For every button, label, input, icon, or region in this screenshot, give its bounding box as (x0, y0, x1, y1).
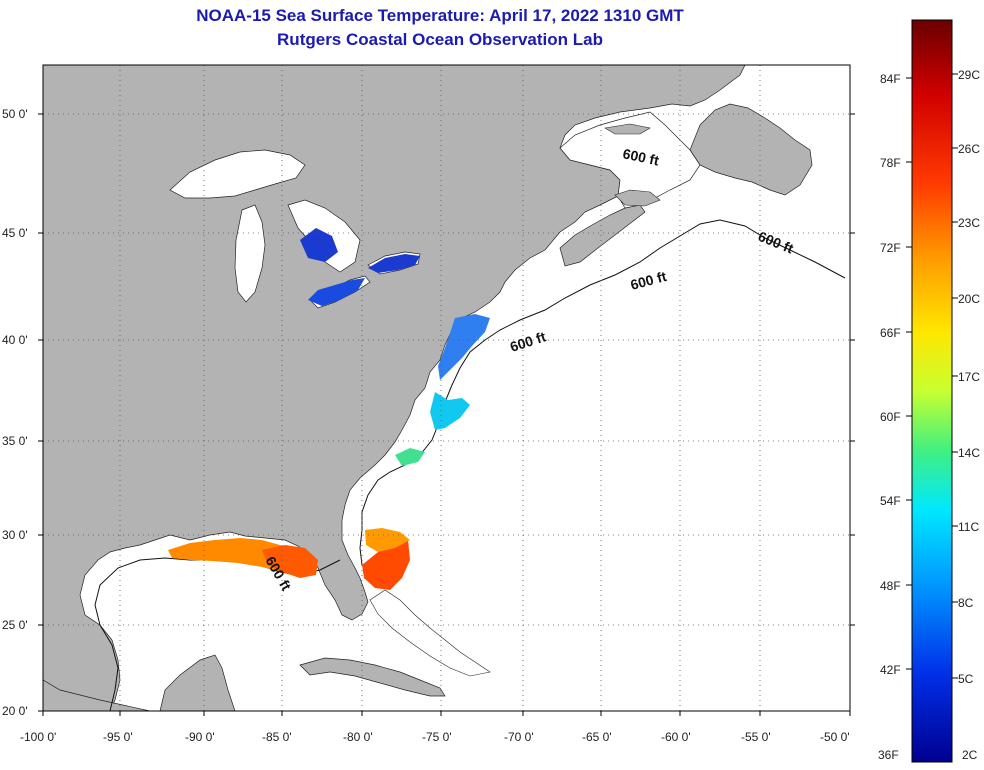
lon-tick-label: -80 0' (343, 730, 373, 744)
sst-lake-erie (368, 254, 420, 273)
lat-tick-label: 45 0' (2, 226, 28, 240)
lon-tick-label: -65 0' (582, 730, 612, 744)
lon-tick-label: -90 0' (185, 730, 215, 744)
land-cuba (299, 657, 446, 697)
isobath-label-1: 600 ft (621, 145, 660, 168)
sst-virginia (430, 392, 470, 430)
map-subtitle: Rutgers Coastal Ocean Observation Lab (277, 30, 603, 49)
colorbar-f-label: 54F (880, 494, 901, 508)
lon-tick-label: -85 0' (262, 730, 292, 744)
colorbar-c-label: 2C (962, 748, 978, 762)
map-title: NOAA-15 Sea Surface Temperature: April 1… (196, 6, 684, 25)
lat-tick-label: 20 0' (2, 704, 28, 718)
land-anticosti (604, 123, 651, 135)
sst-gulf-west (168, 538, 305, 575)
lon-tick-label: -75 0' (422, 730, 452, 744)
colorbar-c-label: 29C (958, 68, 981, 82)
lat-tick-label: 40 0' (2, 333, 28, 347)
lat-tick-label: 25 0' (2, 618, 28, 632)
lon-tick-label: -70 0' (504, 730, 534, 744)
sst-florida-straits (362, 540, 410, 590)
land-newfoundland (689, 103, 813, 196)
land-pei (614, 189, 661, 207)
colorbar-c-label: 8C (958, 596, 974, 610)
colorbar (911, 19, 953, 763)
sst-florida-northeast (365, 528, 410, 552)
colorbar-f-label: 78F (880, 156, 901, 170)
lon-tick-label: -50 0' (820, 730, 850, 744)
tick-marks (38, 113, 855, 716)
lat-tick-label: 35 0' (2, 434, 28, 448)
sst-gulf-east (262, 545, 318, 578)
colorbar-f-label: 60F (880, 410, 901, 424)
colorbar-f-label: 42F (880, 663, 901, 677)
colorbar-c-label: 5C (958, 672, 974, 686)
colorbar-c-label: 20C (958, 292, 981, 306)
sst-carolina (395, 448, 425, 466)
colorbar-f-label: 84F (880, 72, 901, 86)
sst-mid-atlantic (438, 314, 490, 380)
bahamas-outline (369, 589, 491, 677)
colorbar-ticks (906, 73, 958, 679)
isobath-gulf-line (94, 557, 341, 712)
colorbar-f-label: 72F (880, 241, 901, 255)
map-frame (42, 64, 851, 712)
lake-michigan (234, 204, 266, 303)
colorbar-c-label: 14C (958, 446, 981, 460)
sst-lake-michigan (308, 278, 365, 306)
colorbar-f-label: 36F (878, 748, 899, 762)
colorbar-c-label: 26C (958, 142, 981, 156)
colorbar-f-label: 48F (880, 579, 901, 593)
lat-tick-label: 30 0' (2, 528, 28, 542)
colorbar-c-label: 23C (958, 216, 981, 230)
colorbar-c-label: 11C (958, 520, 980, 534)
isobath-line (359, 219, 846, 566)
lon-tick-label: -55 0' (741, 730, 771, 744)
land-nova-scotia (559, 204, 646, 267)
sst-lake-huron (300, 228, 338, 262)
lon-tick-label: -60 0' (661, 730, 691, 744)
colorbar-c-label: 17C (958, 370, 981, 384)
lat-tick-label: 50 0' (2, 107, 28, 121)
colorbar-f-label: 66F (880, 326, 901, 340)
lon-tick-label: -100 0' (20, 730, 57, 744)
lon-tick-label: -95 0' (103, 730, 133, 744)
land-yucatan-peninsula (159, 654, 236, 712)
